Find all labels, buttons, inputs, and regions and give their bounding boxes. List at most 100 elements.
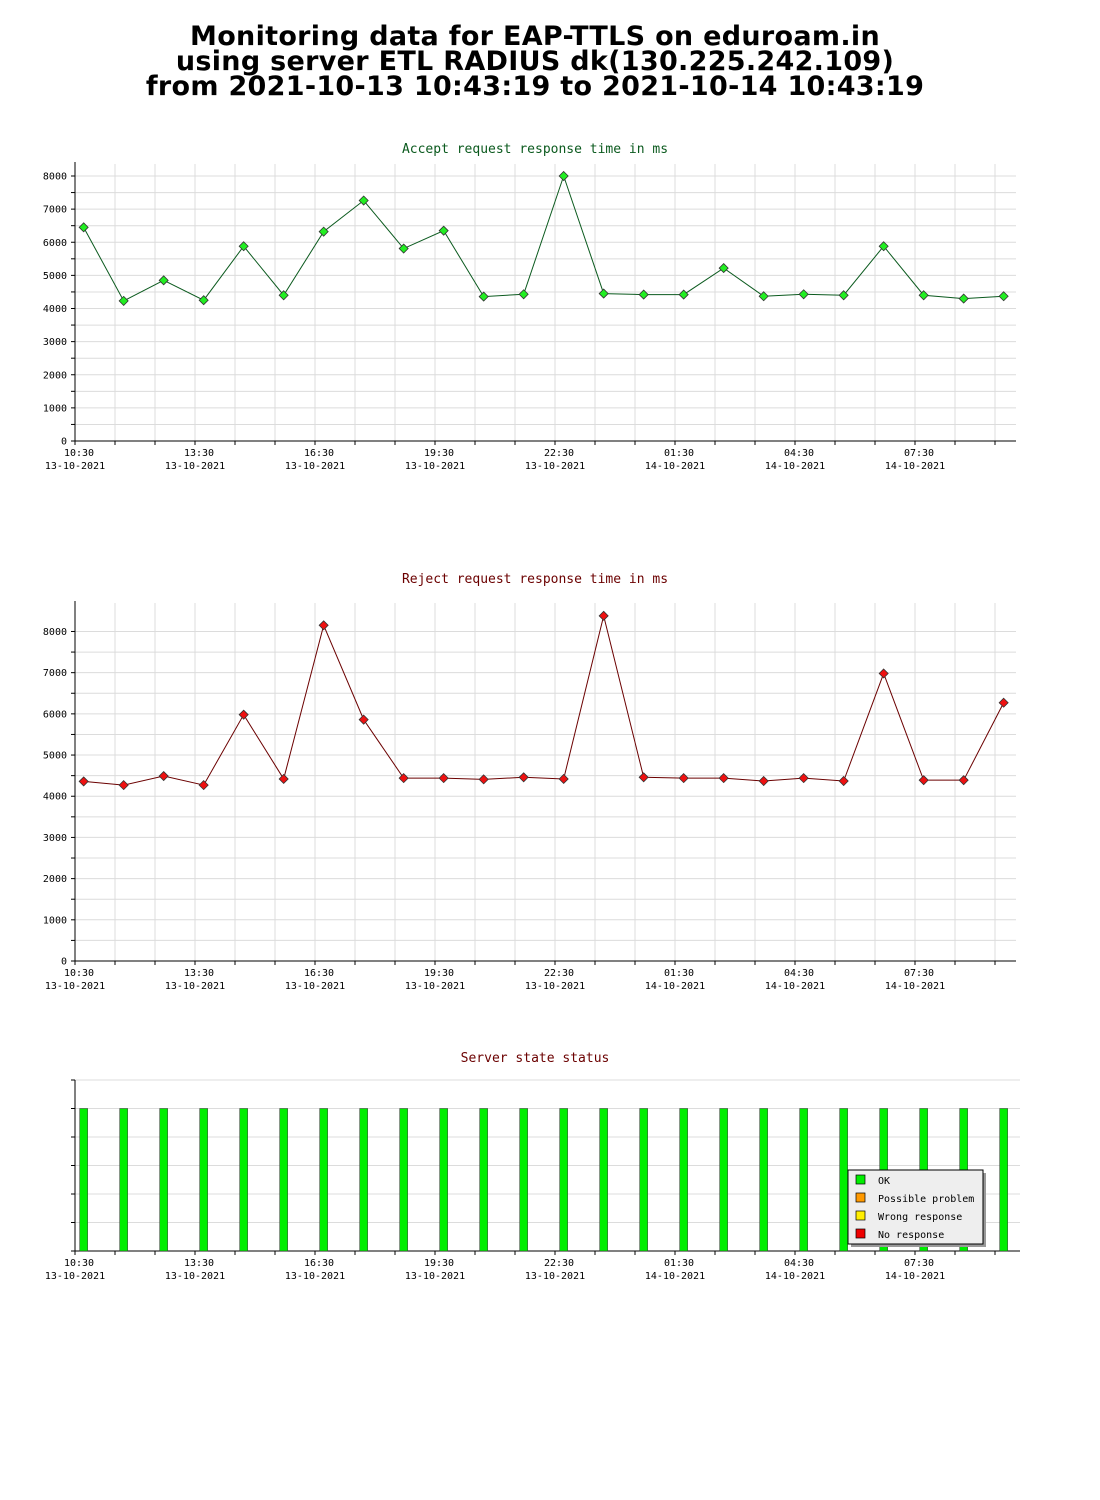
accept-response-chart: Accept request response time in ms 0 1000 2… bbox=[43, 142, 1016, 472]
data-point-marker bbox=[718, 263, 729, 274]
series-line bbox=[83, 174, 1004, 302]
x-tick-date-label: 14-10-2021 bbox=[645, 461, 705, 472]
data-point-marker bbox=[118, 295, 129, 306]
status-bar bbox=[79, 1108, 88, 1252]
status-bar bbox=[599, 1108, 608, 1252]
x-tick-date-label: 13-10-2021 bbox=[285, 461, 345, 472]
legend-label: Possible problem bbox=[878, 1194, 974, 1205]
x-tick-date-label: 13-10-2021 bbox=[45, 461, 105, 472]
x-tick-date-label: 14-10-2021 bbox=[765, 981, 825, 992]
x-tick-date-label: 14-10-2021 bbox=[765, 1271, 825, 1282]
status-bar bbox=[999, 1108, 1008, 1252]
legend-swatch bbox=[855, 1174, 866, 1185]
data-point-marker bbox=[198, 780, 209, 791]
data-point-marker bbox=[998, 291, 1009, 302]
status-bar bbox=[159, 1108, 168, 1252]
data-point-marker bbox=[878, 668, 889, 679]
chart-title: Server state status bbox=[461, 1051, 610, 1066]
x-tick-date-label: 13-10-2021 bbox=[165, 461, 225, 472]
data-point-marker bbox=[478, 774, 489, 785]
y-tick-label: 4000 bbox=[43, 792, 67, 803]
x-tick-time-label: 04:30 bbox=[784, 448, 814, 459]
status-bar bbox=[239, 1108, 248, 1252]
x-tick-date-label: 13-10-2021 bbox=[405, 981, 465, 992]
legend-swatch bbox=[855, 1192, 866, 1203]
data-point-marker bbox=[958, 775, 969, 786]
y-tick-label: 2000 bbox=[43, 874, 67, 885]
y-tick-label: 1000 bbox=[43, 915, 67, 926]
x-tick-time-label: 22:30 bbox=[544, 968, 574, 979]
y-tick-label: 8000 bbox=[43, 172, 67, 183]
data-point-marker bbox=[158, 770, 169, 782]
status-bar bbox=[639, 1108, 648, 1252]
status-bar bbox=[679, 1108, 688, 1252]
y-tick-label: 0 bbox=[61, 437, 67, 448]
legend-label: Wrong response bbox=[878, 1212, 962, 1223]
series-line bbox=[83, 615, 1005, 786]
x-tick-date-label: 13-10-2021 bbox=[525, 1271, 585, 1282]
data-point-marker bbox=[958, 293, 969, 304]
x-tick-date-label: 13-10-2021 bbox=[45, 1271, 105, 1282]
x-tick-time-label: 19:30 bbox=[424, 968, 454, 979]
legend-box bbox=[847, 1169, 984, 1245]
data-point-marker bbox=[638, 772, 649, 783]
x-tick-time-label: 16:30 bbox=[304, 1258, 334, 1269]
title-line-3: from 2021-10-13 10:43:19 to 2021-10-14 1… bbox=[145, 71, 925, 102]
server-state-chart: Server state status 10:30 13-10-2021 13:30 1… bbox=[45, 1051, 1020, 1282]
x-tick-date-label: 14-10-2021 bbox=[765, 461, 825, 472]
x-tick-date-label: 13-10-2021 bbox=[285, 981, 345, 992]
x-tick-time-label: 10:30 bbox=[64, 1258, 94, 1269]
data-point-marker bbox=[78, 776, 89, 787]
data-point-marker bbox=[838, 290, 849, 301]
y-tick-label: 4000 bbox=[43, 304, 67, 315]
data-point-marker bbox=[318, 620, 329, 631]
data-point-marker bbox=[318, 226, 329, 237]
data-point-marker bbox=[158, 275, 169, 286]
x-tick-time-label: 07:30 bbox=[904, 1258, 934, 1269]
y-tick-label: 7000 bbox=[43, 668, 67, 679]
data-point-marker bbox=[918, 290, 929, 301]
x-tick-time-label: 13:30 bbox=[184, 448, 214, 459]
x-tick-time-label: 13:30 bbox=[184, 1258, 214, 1269]
x-tick-time-label: 16:30 bbox=[304, 968, 334, 979]
status-bar bbox=[439, 1108, 448, 1252]
x-tick-time-label: 01:30 bbox=[664, 448, 694, 459]
status-bar bbox=[839, 1108, 848, 1252]
x-tick-date-label: 13-10-2021 bbox=[525, 981, 585, 992]
data-point-marker bbox=[278, 773, 289, 785]
x-tick-time-label: 01:30 bbox=[664, 968, 694, 979]
data-point-marker bbox=[638, 289, 649, 300]
data-point-marker bbox=[198, 295, 209, 306]
y-tick-label: 3000 bbox=[43, 833, 67, 844]
x-tick-time-label: 19:30 bbox=[424, 448, 454, 459]
data-point-marker bbox=[438, 773, 449, 784]
title-line-1: Monitoring data for EAP-TTLS on eduroam.… bbox=[190, 21, 880, 52]
data-point-marker bbox=[78, 222, 89, 233]
x-tick-time-label: 22:30 bbox=[544, 1258, 574, 1269]
x-tick-time-label: 07:30 bbox=[904, 968, 934, 979]
x-tick-date-label: 13-10-2021 bbox=[285, 1271, 345, 1282]
data-point-marker bbox=[438, 225, 449, 236]
data-point-marker bbox=[238, 241, 249, 252]
y-tick-label: 5000 bbox=[43, 271, 67, 282]
data-point-marker bbox=[598, 288, 609, 299]
x-tick-date-label: 13-10-2021 bbox=[525, 461, 585, 472]
data-point-marker bbox=[478, 291, 489, 302]
data-point-marker bbox=[998, 697, 1009, 708]
data-point-marker bbox=[518, 289, 529, 300]
data-point-marker bbox=[358, 714, 369, 725]
data-point-marker bbox=[838, 775, 849, 787]
data-point-marker bbox=[718, 773, 729, 784]
data-point-marker bbox=[118, 780, 129, 791]
data-point-marker bbox=[878, 241, 889, 252]
data-point-marker bbox=[798, 773, 809, 784]
x-tick-date-label: 13-10-2021 bbox=[165, 981, 225, 992]
status-bar bbox=[519, 1108, 528, 1252]
y-tick-label: 7000 bbox=[43, 205, 67, 216]
reject-response-chart: Reject request response time in ms 0 1000 2… bbox=[43, 572, 1016, 992]
data-point-marker bbox=[278, 290, 289, 301]
x-tick-time-label: 13:30 bbox=[184, 968, 214, 979]
y-tick-label: 3000 bbox=[43, 337, 67, 348]
y-tick-label: 1000 bbox=[43, 403, 67, 414]
status-bar bbox=[559, 1108, 568, 1252]
